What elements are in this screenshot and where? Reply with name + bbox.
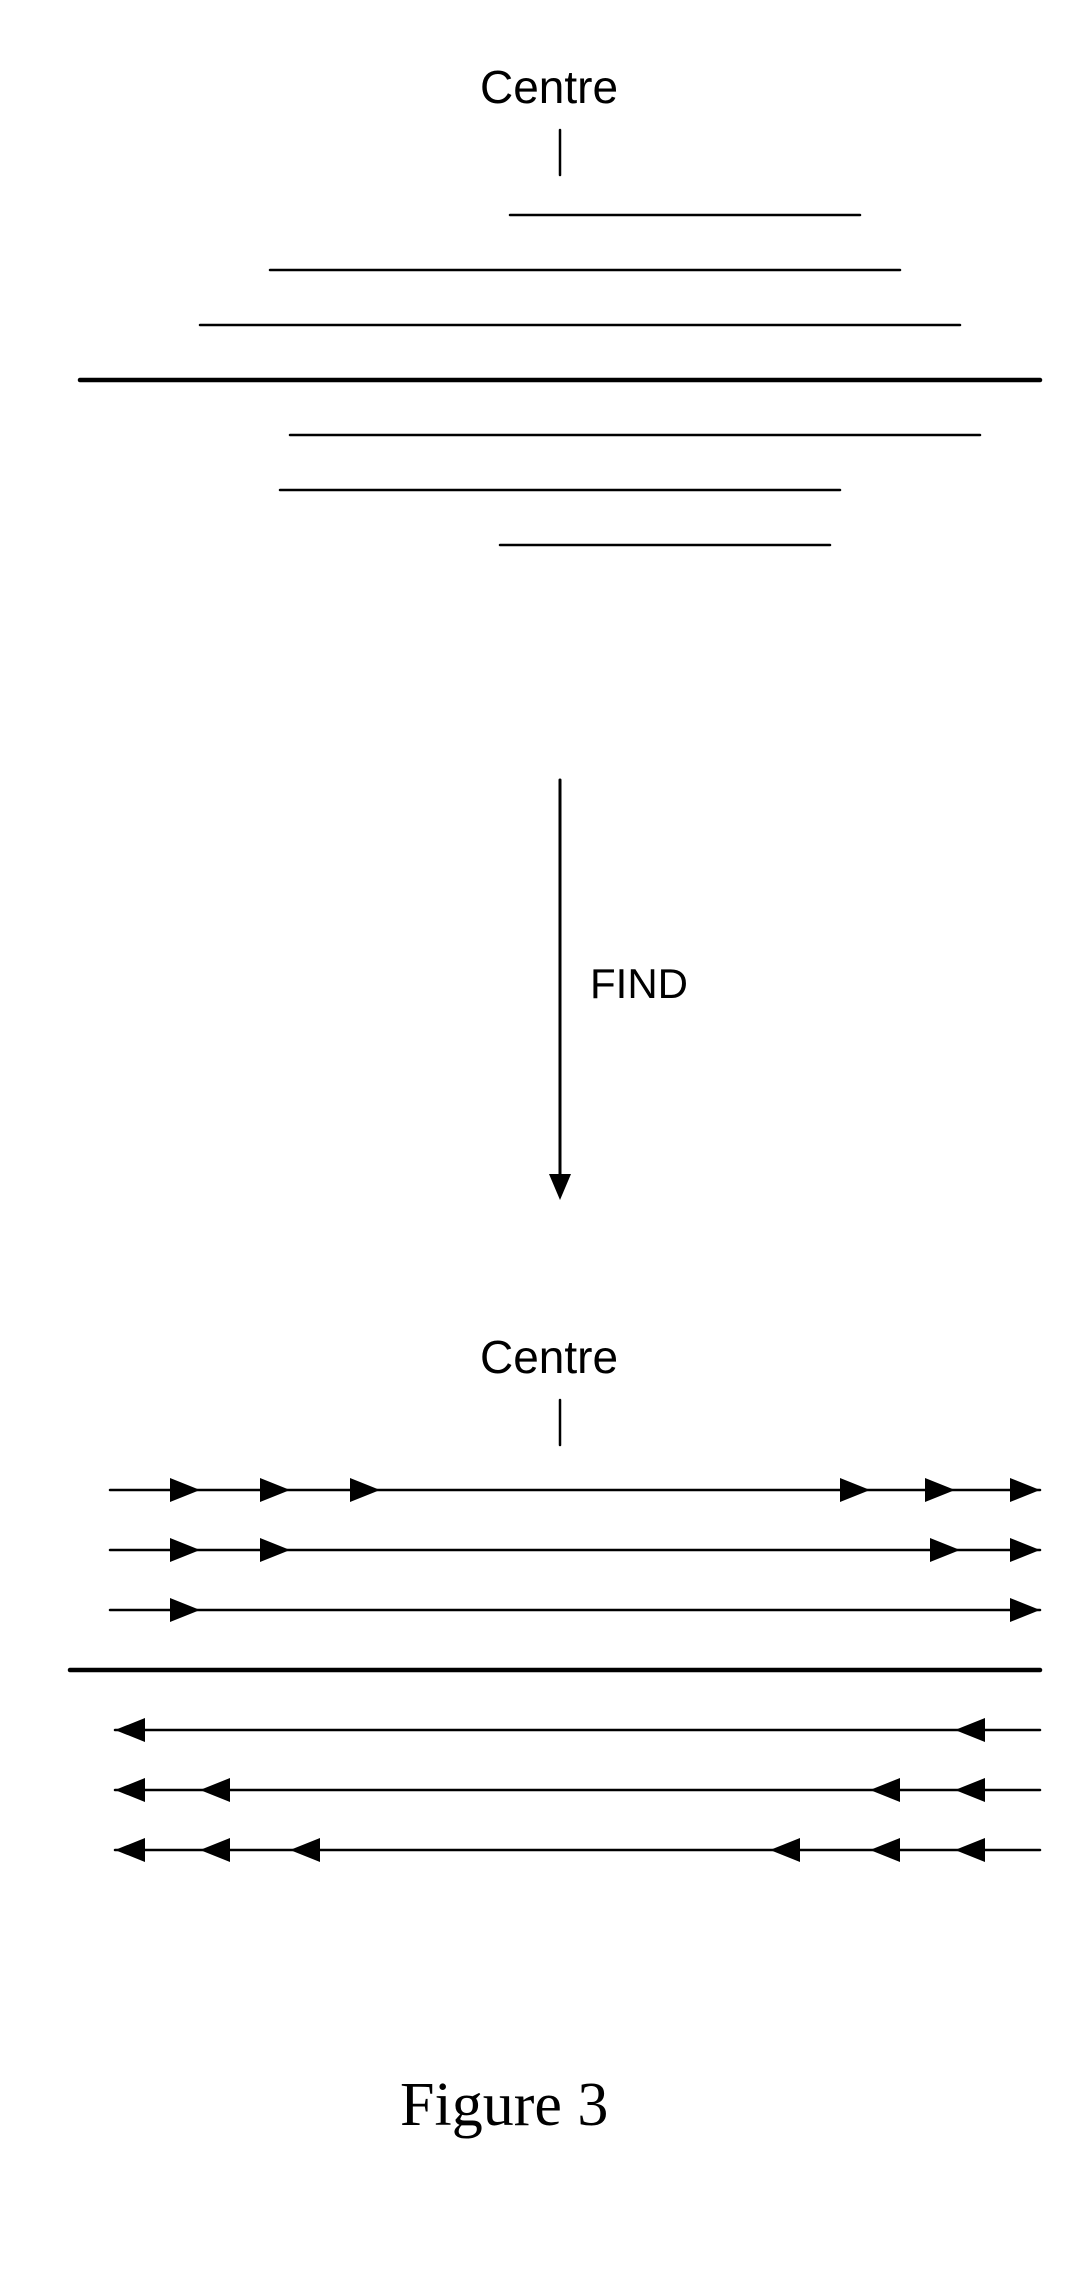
figure-page: Centre Centre FIND Figure 3 (0, 0, 1079, 2276)
bottom-upper-head-0-3 (840, 1478, 870, 1502)
bottom-lower-head-1-0 (870, 1778, 900, 1802)
bottom-upper-head-0-1 (260, 1478, 290, 1502)
bottom-upper-head-0-5 (1010, 1478, 1040, 1502)
bottom-lower-head-2-5 (115, 1838, 145, 1862)
bottom-lower-head-2-3 (290, 1838, 320, 1862)
bottom-lower-head-2-1 (870, 1838, 900, 1862)
bottom-lower-head-0-0 (955, 1718, 985, 1742)
bottom-lower-head-1-3 (115, 1778, 145, 1802)
bottom-upper-head-1-3 (1010, 1538, 1040, 1562)
bottom-lower-head-2-2 (955, 1838, 985, 1862)
figure-svg (0, 0, 1079, 2276)
bottom-upper-head-2-1 (1010, 1598, 1040, 1622)
bottom-lower-head-2-0 (770, 1838, 800, 1862)
bottom-upper-head-0-2 (350, 1478, 380, 1502)
bottom-upper-head-0-0 (170, 1478, 200, 1502)
bottom-upper-head-0-4 (925, 1478, 955, 1502)
find-arrow-head (549, 1174, 571, 1200)
bottom-lower-head-0-1 (115, 1718, 145, 1742)
bottom-lower-head-1-2 (200, 1778, 230, 1802)
bottom-upper-head-1-2 (930, 1538, 960, 1562)
bottom-upper-head-1-0 (170, 1538, 200, 1562)
bottom-upper-head-1-1 (260, 1538, 290, 1562)
bottom-upper-head-2-0 (170, 1598, 200, 1622)
bottom-lower-head-2-4 (200, 1838, 230, 1862)
bottom-lower-head-1-1 (955, 1778, 985, 1802)
